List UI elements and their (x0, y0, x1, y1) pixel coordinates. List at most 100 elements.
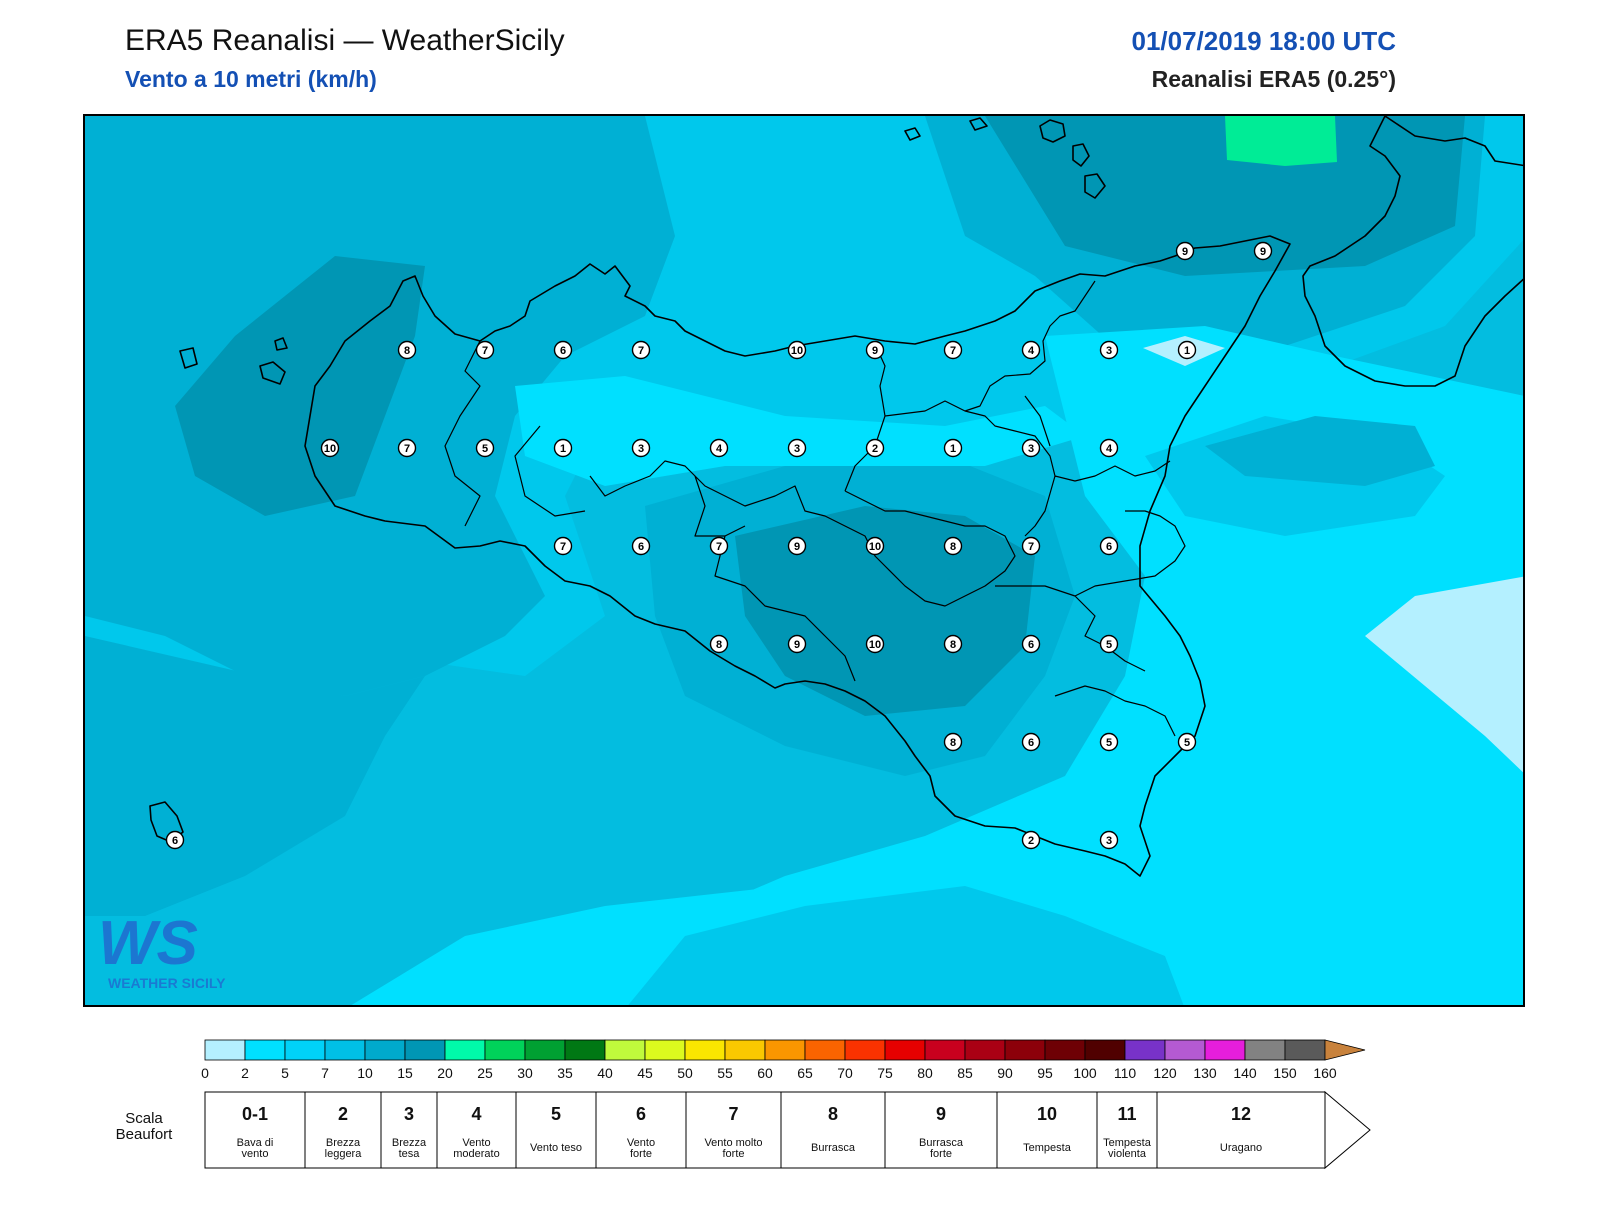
colorbar-swatch (724, 1039, 766, 1061)
station-value: 7 (716, 541, 722, 553)
station-marker: 9 (787, 536, 807, 556)
colorbar-swatch (284, 1039, 326, 1061)
colorbar-swatch (1044, 1039, 1086, 1061)
colorbar-swatch (764, 1039, 806, 1061)
station-circle (865, 340, 885, 360)
colorbar-swatch (1204, 1039, 1246, 1061)
beaufort-number: 2 (338, 1104, 348, 1124)
station-value: 8 (950, 737, 956, 749)
wind-fields (85, 116, 1523, 1005)
station-value: 5 (482, 443, 488, 455)
beaufort-label-line1: Vento (627, 1137, 655, 1149)
colorbar-swatch (884, 1039, 926, 1061)
beaufort-label-line2: forte (722, 1148, 744, 1160)
datetime-label: 01/07/2019 18:00 UTC (1131, 26, 1396, 56)
colorbar-tick: 130 (1193, 1065, 1217, 1081)
station-circle (1021, 830, 1041, 850)
station-circle (631, 536, 651, 556)
colorbar-tick: 30 (517, 1065, 533, 1081)
station-circle (943, 438, 963, 458)
station-value: 3 (1028, 443, 1034, 455)
station-circle (1021, 732, 1041, 752)
colorbar-swatch (524, 1039, 566, 1061)
station-markers: 8 7 6 7 10 9 7 4 3 1 10 7 5 1 3 4 3 2 1 3 4 7 6 7 9 10 8 7 6 8 9 10 8 6 5 8… (165, 241, 1273, 850)
colorbar-swatch (844, 1039, 886, 1061)
beaufort-label-line2: moderato (453, 1148, 499, 1160)
colorbar-tick: 15 (397, 1065, 413, 1081)
beaufort-box (304, 1091, 382, 1169)
beaufort-label-line1: Brezza (392, 1137, 427, 1149)
station-value: 2 (872, 443, 878, 455)
station-marker: 10 (865, 536, 885, 556)
station-marker: 3 (1099, 830, 1119, 850)
colorbar-swatch (924, 1039, 966, 1061)
colorbar-tick: 45 (637, 1065, 653, 1081)
station-circle (397, 438, 417, 458)
beaufort-box (1156, 1091, 1326, 1169)
colorbar-tick: 110 (1114, 1065, 1137, 1081)
beaufort-label-line2: vento (242, 1148, 269, 1160)
station-marker: 4 (1099, 438, 1119, 458)
station-marker: 1 (1177, 340, 1197, 360)
beaufort-label: Uragano (1220, 1142, 1262, 1154)
beaufort-number: 8 (828, 1104, 838, 1124)
station-circle (1021, 536, 1041, 556)
station-value: 10 (791, 345, 803, 357)
station-circle (1099, 536, 1119, 556)
colorbar-tick: 160 (1313, 1065, 1337, 1081)
station-value: 7 (560, 541, 566, 553)
station-circle (397, 340, 417, 360)
map-subtitle: Vento a 10 metri (km/h) (125, 66, 377, 92)
station-value: 5 (1184, 737, 1190, 749)
beaufort-box (780, 1091, 886, 1169)
colorbar-swatch (1164, 1039, 1206, 1061)
station-value: 4 (1106, 443, 1113, 455)
beaufort-cell: 5 Vento teso (515, 1091, 597, 1169)
beaufort-cell: 8 Burrasca (780, 1091, 886, 1169)
station-circle (1177, 732, 1197, 752)
legend: 0 2 5 7 10 15 20 25 30 35 40 45 50 55 60 65 70 75 80 85 90 95… (0, 1030, 1600, 1205)
station-value: 2 (1028, 835, 1034, 847)
station-value: 9 (794, 541, 800, 553)
colorbar-tick: 85 (957, 1065, 973, 1081)
scala-title-line2: Beaufort (116, 1126, 174, 1143)
beaufort-label-line1: Brezza (326, 1137, 361, 1149)
station-marker: 10 (787, 340, 807, 360)
station-marker: 8 (709, 634, 729, 654)
station-value: 3 (638, 443, 644, 455)
colorbar-tick: 65 (797, 1065, 813, 1081)
station-circle (1099, 340, 1119, 360)
colorbar-tick: 2 (241, 1065, 249, 1081)
colorbar-tick: 60 (757, 1065, 773, 1081)
colorbar-swatch (1284, 1039, 1326, 1061)
beaufort-box (1096, 1091, 1158, 1169)
egadi-islands (179, 337, 288, 385)
station-marker: 4 (1021, 340, 1041, 360)
colorbar-swatch (444, 1039, 486, 1061)
beaufort-number: 7 (728, 1104, 738, 1124)
colorbar-tick: 50 (677, 1065, 693, 1081)
colorbar-tick: 55 (717, 1065, 733, 1081)
beaufort-arrow (1324, 1090, 1371, 1170)
weathersicily-logo: WS WEATHER SICILY (96, 904, 246, 994)
station-marker: 2 (865, 438, 885, 458)
station-value: 3 (794, 443, 800, 455)
station-circle (553, 536, 573, 556)
colorbar-swatch (644, 1039, 686, 1061)
colorbar-swatch (684, 1039, 726, 1061)
coastlines (149, 116, 1523, 877)
beaufort-number: 0-1 (242, 1104, 268, 1124)
beaufort-label-line1: Vento molto (704, 1137, 762, 1149)
beaufort-cell: 10 Tempesta (996, 1091, 1098, 1169)
station-marker: 7 (553, 536, 573, 556)
station-value: 4 (716, 443, 723, 455)
colorbar-tick: 20 (437, 1065, 453, 1081)
beaufort-label-line2: violenta (1108, 1148, 1147, 1160)
station-circle (1021, 438, 1041, 458)
station-value: 10 (324, 443, 336, 455)
colorbar-tick: 35 (557, 1065, 573, 1081)
